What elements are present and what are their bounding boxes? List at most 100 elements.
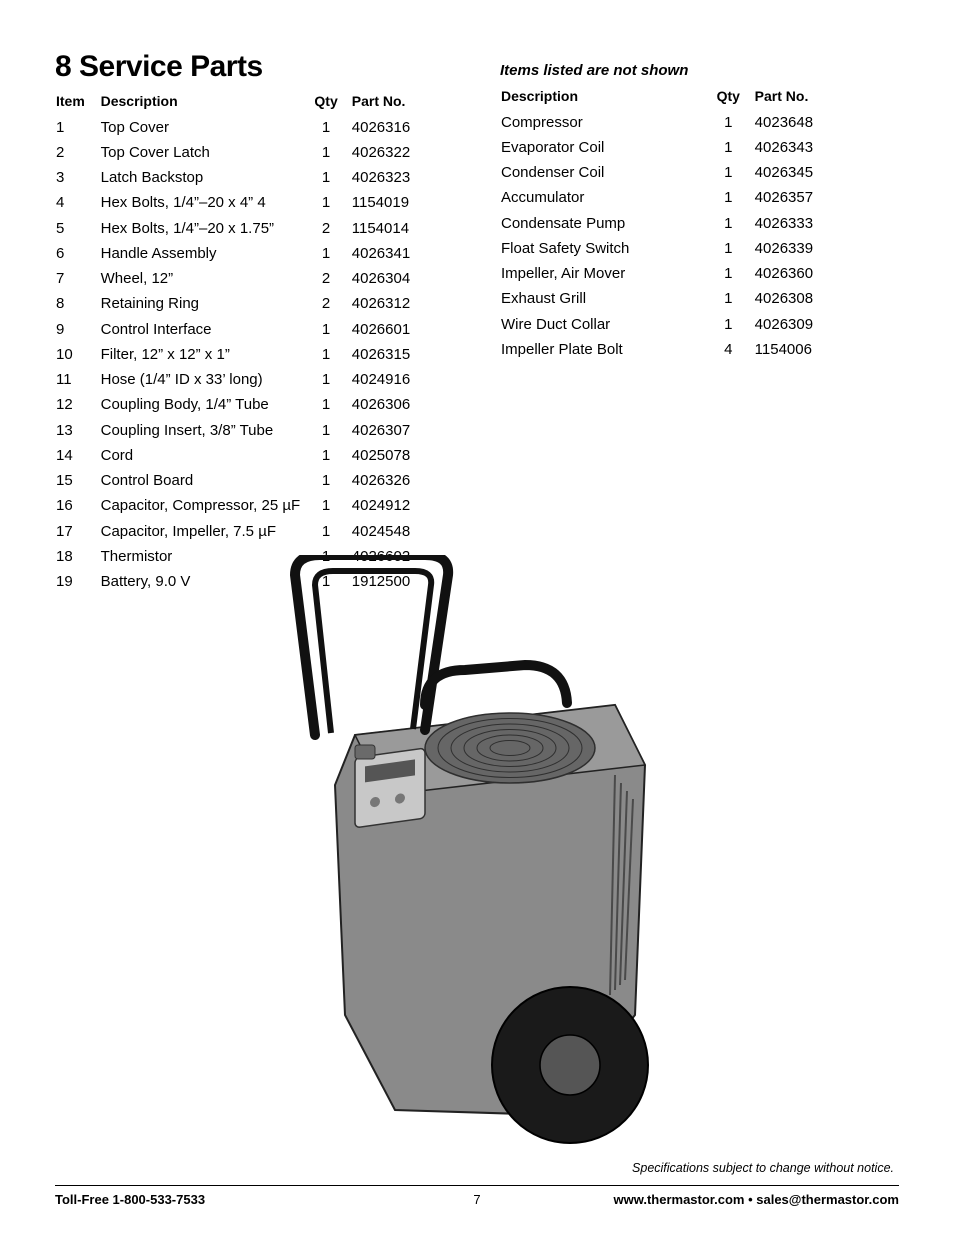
- cell-desc: Coupling Body, 1/4” Tube: [100, 392, 302, 417]
- cell-part: 4026308: [754, 286, 845, 311]
- cell-qty: 1: [301, 190, 350, 215]
- table-row: 16Capacitor, Compressor, 25 µF14024912: [55, 493, 440, 518]
- cell-desc: Impeller, Air Mover: [500, 261, 703, 286]
- cell-part: 4025078: [351, 443, 440, 468]
- table-row: 8Retaining Ring24026312: [55, 291, 440, 316]
- right-parts-table: Items listed are not shown Description Q…: [500, 62, 845, 362]
- cell-desc: Filter, 12” x 12” x 1”: [100, 342, 302, 367]
- table-row: 9Control Interface14026601: [55, 317, 440, 342]
- table-row: 6Handle Assembly14026341: [55, 241, 440, 266]
- cell-part: 1154006: [754, 337, 845, 362]
- col-desc: Description: [100, 90, 302, 115]
- cell-desc: Impeller Plate Bolt: [500, 337, 703, 362]
- cell-desc: Latch Backstop: [100, 165, 302, 190]
- cell-part: 4026333: [754, 211, 845, 236]
- cell-part: 4024912: [351, 493, 440, 518]
- cell-qty: 1: [301, 392, 350, 417]
- col-part: Part No.: [351, 90, 440, 115]
- col-part: Part No.: [754, 85, 845, 110]
- cell-desc: Wheel, 12”: [100, 266, 302, 291]
- table-row: Impeller Plate Bolt41154006: [500, 337, 845, 362]
- cell-qty: 1: [301, 317, 350, 342]
- not-shown-note: Items listed are not shown: [500, 62, 845, 79]
- cell-part: 4024548: [351, 519, 440, 544]
- cell-qty: 1: [301, 241, 350, 266]
- cell-qty: 1: [703, 312, 754, 337]
- cell-desc: Condenser Coil: [500, 160, 703, 185]
- table-row: Float Safety Switch14026339: [500, 236, 845, 261]
- footer-phone: Toll-Free 1-800-533-7533: [55, 1192, 205, 1207]
- exploded-diagram: [55, 555, 899, 1175]
- cell-qty: 1: [703, 110, 754, 135]
- cell-part: 4026304: [351, 266, 440, 291]
- cell-qty: 1: [703, 135, 754, 160]
- cell-qty: 1: [301, 342, 350, 367]
- cell-part: 4026307: [351, 418, 440, 443]
- cell-part: 4026326: [351, 468, 440, 493]
- cell-desc: Hose (1/4” ID x 33’ long): [100, 367, 302, 392]
- cell-qty: 1: [301, 115, 350, 140]
- col-item: Item: [55, 90, 100, 115]
- cell-qty: 1: [301, 418, 350, 443]
- cell-part: 4023648: [754, 110, 845, 135]
- cell-qty: 1: [703, 236, 754, 261]
- page-footer: Toll-Free 1-800-533-7533 7 www.thermasto…: [55, 1185, 899, 1207]
- cell-desc: Capacitor, Impeller, 7.5 µF: [100, 519, 302, 544]
- table-row: 13Coupling Insert, 3/8” Tube14026307: [55, 418, 440, 443]
- cell-item: 17: [55, 519, 100, 544]
- cell-desc: Exhaust Grill: [500, 286, 703, 311]
- table-row: 7Wheel, 12”24026304: [55, 266, 440, 291]
- table-row: Accumulator14026357: [500, 185, 845, 210]
- cell-desc: Accumulator: [500, 185, 703, 210]
- spec-footnote: Specifications subject to change without…: [632, 1161, 894, 1175]
- cell-item: 12: [55, 392, 100, 417]
- cell-desc: Control Board: [100, 468, 302, 493]
- table-header-row: Description Qty Part No.: [500, 85, 845, 110]
- cell-part: 4026312: [351, 291, 440, 316]
- cell-part: 4026315: [351, 342, 440, 367]
- table-row: 5Hex Bolts, 1/4”–20 x 1.75”21154014: [55, 216, 440, 241]
- cell-qty: 1: [301, 165, 350, 190]
- cell-desc: Float Safety Switch: [500, 236, 703, 261]
- cell-qty: 2: [301, 216, 350, 241]
- table-row: 14Cord14025078: [55, 443, 440, 468]
- table-row: 1Top Cover14026316: [55, 115, 440, 140]
- cell-desc: Wire Duct Collar: [500, 312, 703, 337]
- cell-qty: 1: [703, 261, 754, 286]
- parts-table-left: Item Description Qty Part No. 1Top Cover…: [55, 90, 440, 594]
- cell-desc: Handle Assembly: [100, 241, 302, 266]
- table-header-row: Item Description Qty Part No.: [55, 90, 440, 115]
- cell-part: 4026316: [351, 115, 440, 140]
- table-row: Wire Duct Collar14026309: [500, 312, 845, 337]
- left-parts-table: Item Description Qty Part No. 1Top Cover…: [55, 90, 440, 594]
- cell-desc: Cord: [100, 443, 302, 468]
- col-desc: Description: [500, 85, 703, 110]
- cell-desc: Coupling Insert, 3/8” Tube: [100, 418, 302, 443]
- cell-qty: 2: [301, 266, 350, 291]
- cell-desc: Capacitor, Compressor, 25 µF: [100, 493, 302, 518]
- parts-table-right: Description Qty Part No. Compressor14023…: [500, 85, 845, 362]
- cell-part: 4026360: [754, 261, 845, 286]
- cell-qty: 1: [703, 211, 754, 236]
- cell-qty: 1: [703, 160, 754, 185]
- cell-item: 10: [55, 342, 100, 367]
- cell-item: 2: [55, 140, 100, 165]
- cell-desc: Hex Bolts, 1/4”–20 x 1.75”: [100, 216, 302, 241]
- cell-qty: 1: [301, 519, 350, 544]
- table-row: 10Filter, 12” x 12” x 1”14026315: [55, 342, 440, 367]
- table-row: Condenser Coil14026345: [500, 160, 845, 185]
- cell-part: 4026343: [754, 135, 845, 160]
- cell-item: 9: [55, 317, 100, 342]
- col-qty: Qty: [301, 90, 350, 115]
- cell-part: 4026323: [351, 165, 440, 190]
- cell-qty: 1: [703, 185, 754, 210]
- cell-item: 3: [55, 165, 100, 190]
- cell-desc: Retaining Ring: [100, 291, 302, 316]
- cell-part: 4026345: [754, 160, 845, 185]
- cell-desc: Control Interface: [100, 317, 302, 342]
- cell-item: 13: [55, 418, 100, 443]
- cell-qty: 2: [301, 291, 350, 316]
- cell-part: 1154019: [351, 190, 440, 215]
- cell-part: 4026339: [754, 236, 845, 261]
- cell-qty: 1: [703, 286, 754, 311]
